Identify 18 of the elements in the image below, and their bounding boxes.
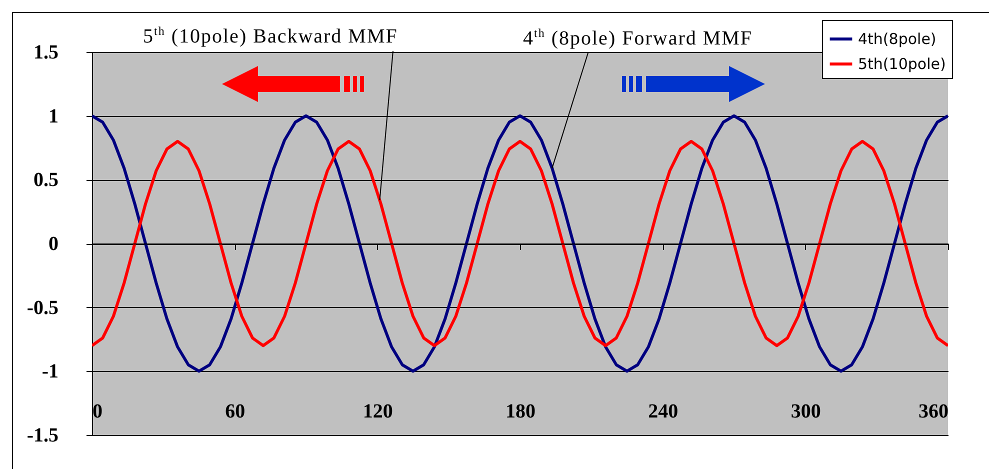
x-tick-label: 120 xyxy=(362,400,393,422)
x-tick-label: 360 xyxy=(918,400,948,422)
x-tick-label: 240 xyxy=(648,400,678,422)
y-tick-label: 0 xyxy=(48,233,58,255)
annotation: 4$^{th}$ (8pole) Forward MMF xyxy=(523,26,753,51)
y-tick-label: 1 xyxy=(48,105,58,128)
y-tick-label: -0.5 xyxy=(26,296,58,319)
x-tick-label: 0 xyxy=(92,400,102,422)
x-tick-label: 180 xyxy=(506,400,536,422)
x-tick-label: 300 xyxy=(790,400,821,422)
legend-label: 5th(10pole) xyxy=(858,55,946,73)
y-tick-label: -1.5 xyxy=(26,424,58,446)
annotation: 5$^{th}$ (10pole) Backward MMF xyxy=(143,24,398,49)
y-tick-label: 1.5 xyxy=(34,42,58,64)
y-tick-label: -1 xyxy=(42,360,58,383)
legend-label: 4th(8pole) xyxy=(858,30,936,48)
y-tick-label: 0.5 xyxy=(34,169,58,192)
x-tick-label: 60 xyxy=(225,400,246,422)
